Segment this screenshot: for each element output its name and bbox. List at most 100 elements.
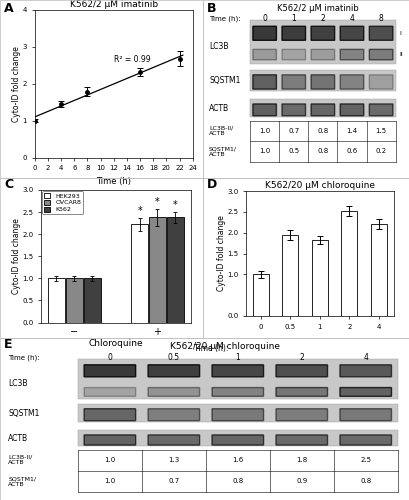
Text: 2: 2 (299, 354, 303, 362)
FancyBboxPatch shape (281, 104, 305, 116)
FancyBboxPatch shape (339, 435, 391, 445)
Text: 1: 1 (235, 354, 240, 362)
FancyBboxPatch shape (310, 75, 334, 89)
Bar (78, 358, 397, 399)
Bar (78, 404, 397, 422)
Text: LC3B-II/
ACTB: LC3B-II/ ACTB (209, 126, 233, 136)
Text: K562/2 μM imatinib: K562/2 μM imatinib (276, 4, 358, 14)
FancyBboxPatch shape (148, 408, 199, 420)
Text: 0.7: 0.7 (288, 128, 299, 134)
Bar (131, 224, 148, 322)
Text: 1.0: 1.0 (258, 148, 270, 154)
Text: 0.5: 0.5 (167, 354, 180, 362)
Y-axis label: Cyto-ID fold change: Cyto-ID fold change (12, 218, 21, 294)
Text: 4: 4 (349, 14, 353, 23)
Text: SQSTM1: SQSTM1 (209, 76, 240, 86)
FancyBboxPatch shape (339, 50, 363, 60)
Bar (249, 98, 395, 117)
Text: R² = 0.99: R² = 0.99 (113, 54, 150, 64)
FancyBboxPatch shape (275, 388, 327, 396)
Text: SQSTM1: SQSTM1 (8, 409, 40, 418)
FancyBboxPatch shape (369, 50, 392, 60)
FancyBboxPatch shape (84, 365, 135, 377)
Title: K562/20 μM chloroquine: K562/20 μM chloroquine (264, 181, 374, 190)
FancyBboxPatch shape (148, 365, 199, 377)
Text: D: D (207, 178, 217, 190)
Y-axis label: Cyto-ID fold change: Cyto-ID fold change (12, 46, 21, 122)
Text: 0.8: 0.8 (317, 128, 328, 134)
Text: 0: 0 (262, 14, 266, 23)
FancyBboxPatch shape (84, 408, 135, 420)
Text: C: C (4, 178, 13, 190)
Text: 0.8: 0.8 (359, 478, 371, 484)
FancyBboxPatch shape (84, 435, 135, 445)
FancyBboxPatch shape (252, 26, 276, 40)
Text: *: * (155, 197, 160, 207)
Bar (281, 235, 298, 316)
Text: 1.8: 1.8 (295, 457, 307, 463)
FancyBboxPatch shape (281, 26, 305, 40)
Text: 1.6: 1.6 (231, 457, 243, 463)
Text: *: * (137, 206, 142, 216)
Text: 1.3: 1.3 (168, 457, 179, 463)
Bar (83, 278, 100, 322)
Text: SQSTM1/
ACTB: SQSTM1/ ACTB (8, 476, 36, 486)
FancyBboxPatch shape (339, 408, 391, 420)
FancyBboxPatch shape (252, 50, 276, 60)
X-axis label: Time (h): Time (h) (96, 176, 131, 186)
Bar (78, 430, 397, 446)
FancyBboxPatch shape (339, 104, 363, 116)
FancyBboxPatch shape (211, 408, 263, 420)
FancyBboxPatch shape (281, 50, 305, 60)
Bar (249, 70, 395, 92)
Text: 1.0: 1.0 (104, 478, 115, 484)
Legend: HEK293, OVCAR8, K562: HEK293, OVCAR8, K562 (42, 191, 83, 214)
X-axis label: Chloroquine: Chloroquine (88, 339, 143, 348)
Text: 2: 2 (320, 14, 324, 23)
FancyBboxPatch shape (148, 435, 199, 445)
FancyBboxPatch shape (281, 75, 305, 89)
Text: 0.8: 0.8 (317, 148, 328, 154)
Text: 1.4: 1.4 (346, 128, 357, 134)
Text: 0: 0 (107, 354, 112, 362)
FancyBboxPatch shape (211, 435, 263, 445)
Bar (48, 278, 65, 322)
Text: E: E (4, 338, 13, 350)
FancyBboxPatch shape (339, 388, 391, 396)
Text: II: II (399, 52, 402, 57)
Text: Time (h):: Time (h): (8, 354, 40, 361)
FancyBboxPatch shape (275, 365, 327, 377)
FancyBboxPatch shape (310, 104, 334, 116)
Bar (340, 211, 357, 316)
Text: K562/20 μM chloroquine: K562/20 μM chloroquine (170, 342, 280, 350)
Text: Time (h):: Time (h): (194, 344, 228, 352)
Text: 1.0: 1.0 (104, 457, 115, 463)
Text: 1.0: 1.0 (258, 128, 270, 134)
Y-axis label: Cyto-ID fold change: Cyto-ID fold change (216, 216, 225, 292)
Text: SQSTM1/
ACTB: SQSTM1/ ACTB (209, 146, 236, 156)
Title: K562/2 μM imatinib: K562/2 μM imatinib (70, 0, 157, 9)
Bar (166, 218, 183, 322)
Bar (249, 20, 395, 64)
Text: LC3B-II/
ACTB: LC3B-II/ ACTB (8, 455, 32, 466)
FancyBboxPatch shape (211, 365, 263, 377)
Bar (370, 224, 386, 316)
Text: 1: 1 (291, 14, 295, 23)
FancyBboxPatch shape (252, 104, 276, 116)
FancyBboxPatch shape (310, 50, 334, 60)
Text: *: * (173, 200, 177, 210)
Bar (65, 278, 83, 322)
Text: 0.8: 0.8 (231, 478, 243, 484)
Text: 0.6: 0.6 (346, 148, 357, 154)
Text: ACTB: ACTB (209, 104, 229, 113)
FancyBboxPatch shape (148, 388, 199, 396)
FancyBboxPatch shape (310, 26, 334, 40)
FancyBboxPatch shape (339, 26, 363, 40)
Text: 8: 8 (378, 14, 382, 23)
Text: B: B (207, 2, 216, 16)
Bar (148, 218, 166, 322)
Text: 0.9: 0.9 (295, 478, 307, 484)
FancyBboxPatch shape (84, 388, 135, 396)
Text: ACTB: ACTB (8, 434, 28, 443)
Bar (252, 274, 268, 316)
